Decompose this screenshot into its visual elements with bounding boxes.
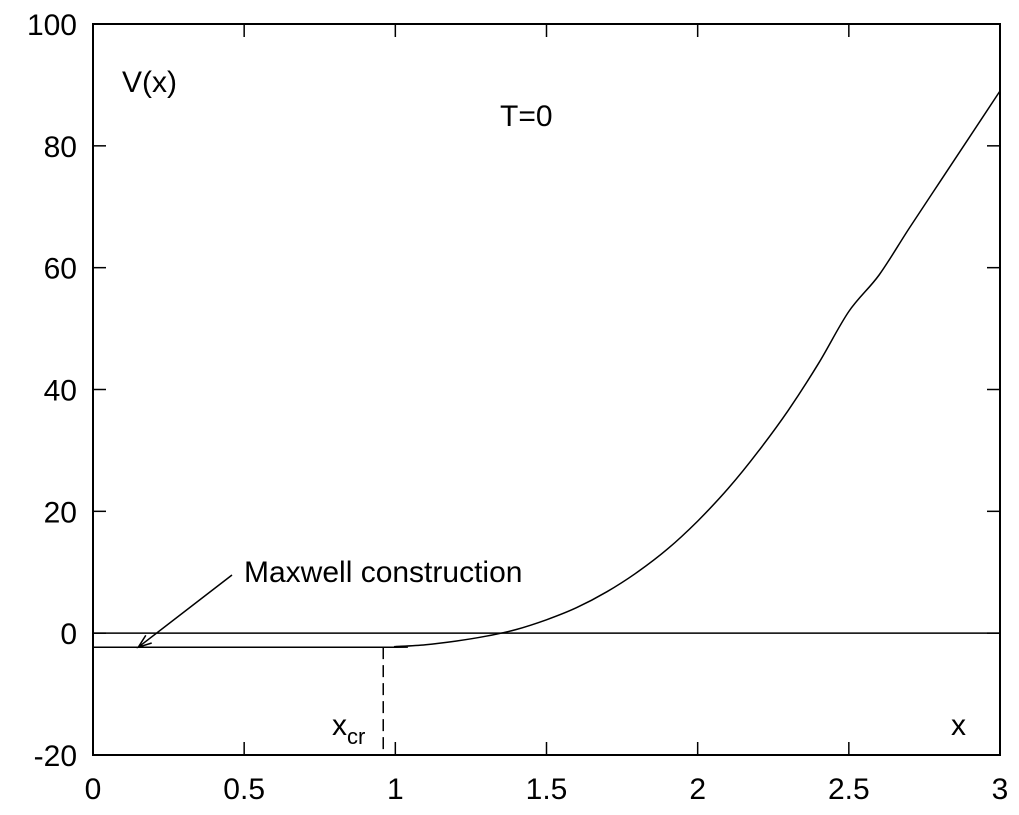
x-axis-label: x bbox=[951, 709, 966, 742]
x-tick-label: 1.5 bbox=[526, 773, 568, 806]
y-axis-label: V(x) bbox=[122, 66, 177, 99]
x-tick-label: 2.5 bbox=[828, 773, 870, 806]
series-curve bbox=[92, 90, 1001, 648]
xcr-label-sub: cr bbox=[347, 724, 365, 749]
y-tick-label: 20 bbox=[44, 496, 77, 529]
x-tick-label: 3 bbox=[992, 773, 1009, 806]
axis-ticks bbox=[92, 23, 1001, 756]
maxwell-arrow bbox=[136, 574, 233, 649]
xcr-label: xcr bbox=[332, 709, 365, 749]
x-tick-label: 2 bbox=[689, 773, 706, 806]
x-tick-label: 1 bbox=[387, 773, 404, 806]
maxwell-label: Maxwell construction bbox=[244, 556, 522, 589]
x-tick-label: 0.5 bbox=[223, 773, 265, 806]
y-tick-label: 100 bbox=[27, 9, 77, 42]
plot-frame bbox=[92, 23, 1001, 756]
temperature-label: T=0 bbox=[500, 100, 553, 133]
y-tick-label: -20 bbox=[34, 740, 77, 773]
y-tick-label: 0 bbox=[60, 618, 77, 651]
xcr-label-main: x bbox=[332, 709, 347, 742]
y-tick-label: 80 bbox=[44, 131, 77, 164]
x-tick-label: 0 bbox=[85, 773, 102, 806]
y-tick-label: 40 bbox=[44, 375, 77, 408]
plot-area-group bbox=[92, 23, 1001, 756]
y-tick-label: 60 bbox=[44, 253, 77, 286]
